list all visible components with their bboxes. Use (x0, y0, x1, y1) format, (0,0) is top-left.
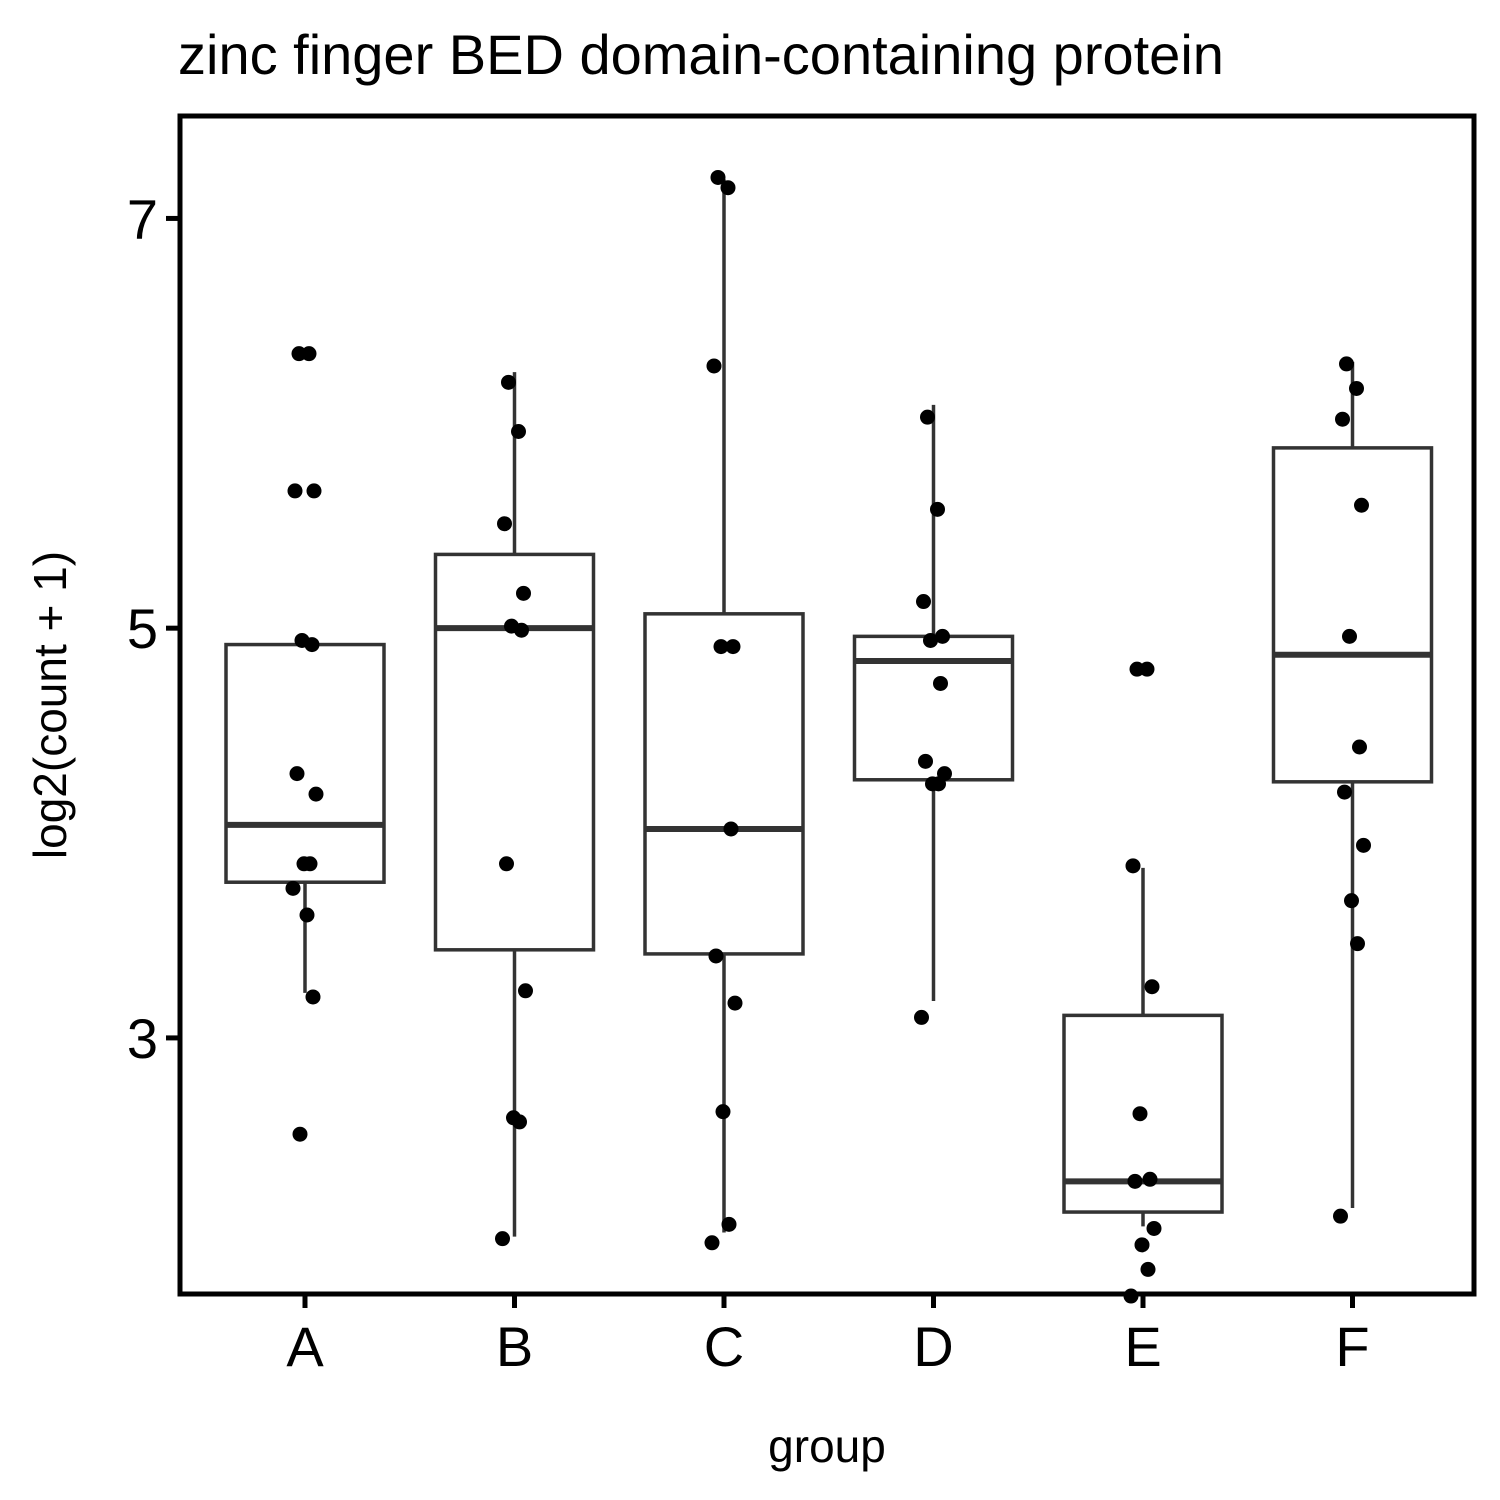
data-point (1354, 497, 1369, 513)
y-tick-label: 5 (127, 597, 158, 660)
data-point (1144, 979, 1160, 995)
x-axis: A B C D E F (286, 1294, 1370, 1378)
points-B (495, 374, 533, 1247)
data-point (710, 169, 726, 185)
points-A (285, 346, 324, 1142)
data-point (308, 786, 324, 802)
box-iqr-C (643, 612, 805, 956)
data-point (1344, 893, 1359, 909)
data-point (304, 637, 320, 653)
data-point (706, 358, 722, 374)
data-point (299, 907, 315, 923)
x-tick-label: F (1335, 1315, 1369, 1378)
data-point (1146, 1220, 1162, 1236)
data-point (723, 821, 739, 837)
data-point (516, 585, 531, 601)
data-point (501, 374, 516, 390)
data-point (725, 639, 741, 655)
data-point (931, 776, 946, 792)
x-tick-label: C (704, 1315, 744, 1378)
x-tick-label: A (286, 1315, 324, 1378)
data-point (721, 1216, 737, 1232)
x-tick-label: B (496, 1315, 533, 1378)
data-point (1132, 1106, 1148, 1122)
data-point (720, 180, 736, 196)
data-point (289, 766, 305, 782)
data-point (512, 1114, 527, 1130)
points-F (1333, 356, 1371, 1224)
data-point (914, 1009, 929, 1025)
data-point (1350, 936, 1365, 952)
data-point (1140, 1261, 1156, 1277)
box-A (224, 642, 386, 993)
data-point (1356, 837, 1371, 853)
data-point (1352, 739, 1367, 755)
data-point (1337, 784, 1352, 800)
data-point (301, 346, 317, 362)
x-axis-title: group (768, 1420, 886, 1472)
data-point (1134, 1237, 1150, 1253)
data-point (916, 594, 931, 610)
data-point (499, 856, 514, 872)
data-point (1127, 1173, 1143, 1189)
data-point (1125, 858, 1141, 874)
data-point (923, 632, 938, 648)
data-point (287, 483, 303, 499)
chart-title: zinc finger BED domain-containing protei… (178, 23, 1224, 86)
data-point (930, 501, 945, 517)
box-iqr-A (224, 642, 386, 884)
boxes-layer (224, 179, 1434, 1237)
data-point (305, 989, 321, 1005)
y-axis-title: log2(count + 1) (24, 551, 76, 859)
data-point (918, 753, 933, 769)
data-point (713, 639, 729, 655)
x-tick-label: D (913, 1315, 953, 1378)
box-iqr-F (1271, 446, 1434, 784)
data-point (708, 948, 724, 964)
data-point (1142, 1171, 1158, 1187)
data-point (1349, 380, 1364, 396)
data-point (511, 423, 526, 439)
data-point (933, 675, 948, 691)
data-point (306, 483, 322, 499)
data-point (920, 409, 935, 425)
data-point (514, 622, 529, 638)
points-C (704, 169, 743, 1251)
data-point (285, 880, 301, 896)
data-point (935, 628, 950, 644)
data-point (1339, 356, 1354, 372)
data-point (518, 983, 533, 999)
y-tick-label: 3 (127, 1007, 158, 1070)
box-iqr-B (433, 552, 596, 952)
box-D (852, 404, 1015, 1002)
data-point (715, 1104, 731, 1120)
plot-frame (177, 113, 1477, 1297)
box-C (643, 179, 805, 1233)
data-point (1342, 628, 1357, 644)
x-tick-label: E (1124, 1315, 1161, 1378)
box-E (1062, 867, 1224, 1227)
data-point (1139, 661, 1155, 677)
box-F (1271, 361, 1434, 1208)
data-point (495, 1231, 510, 1247)
box-iqr-D (852, 634, 1015, 782)
data-point (292, 1126, 308, 1142)
data-point (727, 995, 743, 1011)
y-tick-label: 7 (127, 187, 158, 250)
data-point (497, 516, 512, 532)
points-D (914, 409, 952, 1025)
data-point (1333, 1208, 1348, 1224)
data-point (302, 856, 318, 872)
box-B (433, 372, 596, 1237)
data-point (1335, 411, 1350, 427)
data-point (704, 1235, 720, 1251)
y-axis: 3 5 7 (127, 187, 180, 1070)
